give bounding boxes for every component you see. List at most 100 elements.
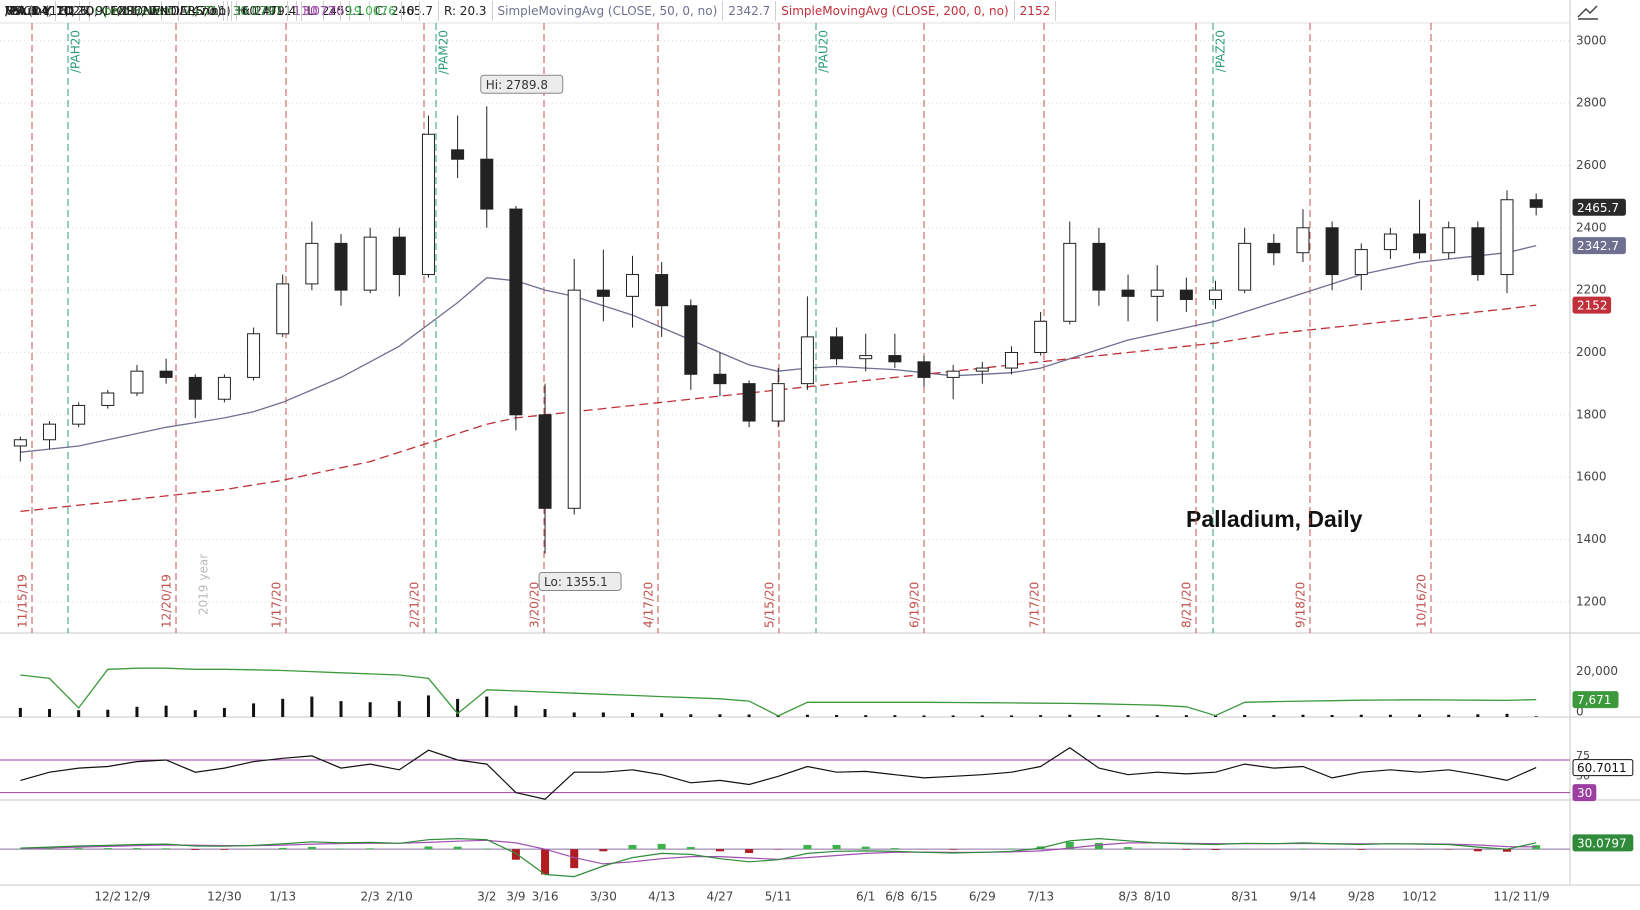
- event-label: /PAM20: [437, 30, 451, 74]
- study-value: 312: [56, 1, 90, 21]
- event-label: 2/21/20: [408, 582, 422, 628]
- candle-body: [1471, 227, 1485, 276]
- volume-bar: [135, 706, 139, 717]
- volume-bar: [1097, 714, 1101, 717]
- moving-average: [20, 304, 1537, 513]
- x-tick-label: 11/9: [1523, 890, 1550, 904]
- macd-histogram: [74, 848, 83, 850]
- macd-histogram: [307, 846, 316, 850]
- candle-body: [72, 404, 86, 425]
- x-tick-label: 11/2: [1494, 890, 1521, 904]
- candle-body: [1150, 289, 1164, 297]
- annotation-box: [538, 571, 622, 591]
- macd-histogram: [337, 848, 346, 850]
- volume-bar: [572, 712, 576, 717]
- x-tick-label: 6/8: [885, 890, 904, 904]
- open-interest-line: [20, 667, 1537, 717]
- candle-body: [130, 370, 144, 394]
- rsi-line: [20, 746, 1537, 800]
- macd-histogram: [1182, 849, 1191, 850]
- y-tick-label: 3000: [1576, 33, 1607, 47]
- x-tick-label: 12/9: [123, 890, 150, 904]
- candle-body: [975, 367, 989, 372]
- y-tick-label: 1800: [1576, 407, 1607, 421]
- x-tick-label: 8/3: [1118, 890, 1137, 904]
- event-label: 10/16/20: [1415, 574, 1429, 628]
- volume-bar: [1447, 714, 1451, 717]
- chart-title: Palladium, Daily: [1186, 506, 1363, 532]
- volume-bar: [1534, 716, 1538, 717]
- macd-histogram: [541, 849, 550, 875]
- study-badge-bg: [1572, 296, 1612, 314]
- rsi-header: RSI (14, 70, 30, CLOSE, WILDERS, no) 60.…: [0, 0, 350, 22]
- volume-bar: [1388, 714, 1392, 717]
- event-label: 3/20/20: [528, 582, 542, 628]
- volume-bar: [339, 701, 343, 717]
- study-level: 30: [297, 1, 324, 21]
- event-label: 5/15/20: [763, 582, 777, 628]
- y-tick-label: 2800: [1576, 96, 1607, 110]
- volume-bar: [1301, 714, 1305, 717]
- settings-icon[interactable]: [1573, 1, 1603, 22]
- level-badge: 30: [1577, 786, 1592, 800]
- y-tick-label: 1600: [1576, 470, 1607, 484]
- y-tick-label: 1400: [1576, 532, 1607, 546]
- volume-header: Volume 312 OpenInterest 7,671: [0, 0, 225, 22]
- macd-histogram: [599, 849, 608, 852]
- macd-badge-bg: [1572, 834, 1634, 852]
- x-tick-label: 7/13: [1027, 890, 1054, 904]
- candle-body: [217, 376, 231, 400]
- x-tick-label: 9/14: [1289, 890, 1316, 904]
- candle-body: [1325, 227, 1339, 276]
- macd-histogram: [949, 849, 958, 850]
- candle-body: [626, 274, 640, 297]
- volume-bar: [631, 712, 635, 717]
- x-tick-label: 9/28: [1348, 890, 1375, 904]
- macd-histogram: [132, 848, 141, 850]
- volume-bar: [397, 701, 401, 717]
- y-tick-label: 75: [1576, 749, 1590, 762]
- event-label: 1/17/20: [270, 582, 284, 628]
- x-tick-label: 4/27: [706, 890, 733, 904]
- candle-body: [1354, 249, 1368, 276]
- volume-bar: [1330, 714, 1334, 717]
- macd-histogram: [832, 844, 841, 850]
- study-name: RSI (14, 70, 30, CLOSE, WILDERS, no): [0, 1, 237, 21]
- oi-badge-bg: [1572, 691, 1619, 709]
- annotation: Hi: 2789.8: [486, 78, 548, 92]
- macd-value-line: [20, 837, 1537, 878]
- macd-header: MACD (12, 26, 9, EXPONENTIAL, no) 30.079…: [0, 0, 421, 22]
- x-tick-label: 6/29: [969, 890, 996, 904]
- study-value: 2342.7: [723, 1, 777, 21]
- candle-body: [334, 242, 348, 291]
- macd-histogram: [1298, 848, 1307, 850]
- volume-bar: [1184, 715, 1188, 717]
- macd-histogram: [162, 848, 171, 850]
- macd-histogram: [278, 847, 287, 850]
- event-label: 2019 year: [197, 554, 211, 615]
- candle-body: [1238, 242, 1252, 291]
- volume-bar: [1476, 714, 1480, 717]
- volume-bar: [893, 715, 897, 717]
- x-tick-label: 1/13: [269, 890, 296, 904]
- event-label: 12/20/19: [160, 574, 174, 628]
- candle-body: [1092, 242, 1106, 291]
- icon-glyph[interactable]: [1577, 5, 1598, 20]
- macd-histogram: [1357, 849, 1366, 850]
- volume-bar: [864, 715, 868, 717]
- macd-histogram: [628, 844, 637, 850]
- candle-body: [684, 305, 698, 375]
- price-badge: 2465.7: [1577, 201, 1619, 215]
- volume-bar: [1068, 714, 1072, 717]
- macd-histogram: [511, 849, 520, 860]
- y-tick-label: 0: [1576, 705, 1584, 719]
- volume-bar: [1505, 713, 1509, 717]
- header-range: R: 20.3: [439, 1, 493, 21]
- candle-body: [421, 133, 435, 276]
- candle-body: [1413, 233, 1427, 254]
- oi-badge: 7,671: [1577, 693, 1611, 707]
- volume-bar: [660, 713, 664, 717]
- candle-body: [43, 423, 57, 441]
- volume-bar: [456, 698, 460, 717]
